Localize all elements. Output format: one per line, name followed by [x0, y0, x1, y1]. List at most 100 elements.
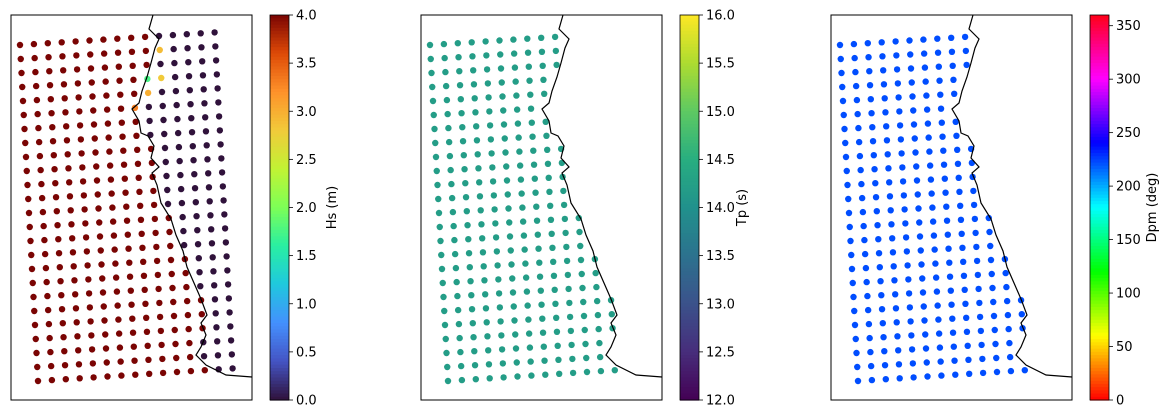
data-point-tp [493, 248, 501, 255]
data-point-tp [435, 209, 443, 217]
data-point-dpm [856, 152, 864, 160]
data-point-dpm [987, 256, 995, 264]
colorbar-segment [680, 72, 699, 77]
data-point-tp [441, 321, 449, 329]
data-point-dpm [930, 232, 938, 239]
data-point-hs [225, 295, 233, 302]
colorbar-tick-label: 12.5 [706, 345, 735, 360]
colorbar-segment [270, 233, 289, 237]
data-point-dpm [988, 270, 995, 278]
colorbar-segment [680, 162, 699, 167]
data-point-hs [42, 264, 50, 272]
data-point-dpm [881, 95, 888, 102]
colorbar-segment [270, 223, 289, 228]
colorbar-segment [1090, 268, 1109, 273]
data-point-tp [496, 304, 504, 311]
data-point-dpm [963, 328, 971, 335]
data-point-hs [72, 305, 80, 312]
colorbar-segment [270, 361, 289, 366]
data-point-tp [470, 67, 477, 74]
data-point-dpm [965, 356, 972, 363]
colorbar-segment [1090, 159, 1109, 164]
data-point-hs [167, 256, 175, 264]
data-point-hs [43, 278, 50, 286]
data-point-tp [565, 285, 572, 293]
data-point-tp [472, 376, 479, 383]
data-point-hs [116, 344, 124, 351]
data-point-tp [541, 90, 548, 98]
data-point-dpm [939, 133, 946, 140]
data-point-hs [30, 40, 38, 48]
data-point-dpm [932, 260, 939, 267]
data-point-hs [34, 363, 41, 371]
data-point-hs [35, 124, 42, 132]
data-point-dpm [849, 279, 856, 287]
colorbar-segment [270, 92, 289, 96]
data-point-dpm [957, 216, 965, 223]
data-point-tp [445, 138, 453, 146]
data-point-hs [82, 234, 90, 241]
data-point-hs [62, 109, 69, 116]
data-point-hs [179, 213, 186, 221]
data-point-hs [81, 206, 88, 213]
colorbar-segment [270, 165, 289, 170]
data-point-tp [457, 362, 465, 370]
data-point-hs [34, 377, 42, 385]
data-point-tp [595, 325, 602, 333]
data-point-hs [132, 118, 139, 126]
data-point-tp [566, 313, 574, 321]
data-point-tp [537, 287, 544, 294]
data-point-dpm [890, 263, 897, 270]
colorbar-segment [270, 226, 289, 231]
colorbar-segment [1090, 297, 1109, 302]
data-point-hs [52, 194, 60, 201]
data-point-tp [444, 377, 452, 385]
colorbar-segment [270, 258, 289, 263]
data-point-dpm [880, 67, 887, 74]
data-point-dpm [956, 188, 963, 195]
data-point-dpm [1002, 269, 1009, 277]
data-point-dpm [908, 346, 916, 353]
data-point-tp [445, 124, 452, 132]
colorbar-segment [270, 374, 289, 379]
data-point-hs [86, 304, 94, 311]
data-point-dpm [943, 217, 951, 224]
data-point-dpm [978, 341, 985, 349]
colorbar-segment [680, 303, 699, 308]
data-point-hs [163, 172, 170, 180]
data-point-tp [521, 246, 528, 253]
data-point-hs [73, 319, 80, 326]
data-point-tp [459, 138, 467, 145]
data-point-hs [21, 125, 28, 133]
colorbar-segment [680, 207, 699, 212]
colorbar-segment [680, 56, 699, 61]
data-point-dpm [904, 262, 911, 269]
data-point-tp [488, 150, 495, 157]
data-point-dpm [944, 231, 951, 238]
data-point-dpm [858, 194, 866, 202]
data-point-dpm [923, 92, 930, 99]
data-point-hs [46, 82, 54, 89]
colorbar-segment [680, 197, 699, 202]
colorbar-segment [680, 50, 699, 55]
data-point-tp [576, 228, 583, 236]
colorbar-segment [1090, 361, 1109, 366]
data-point-tp [482, 291, 489, 298]
colorbar-segment [680, 75, 699, 80]
colorbar-segment [270, 178, 289, 183]
colorbar-segment [1090, 133, 1109, 138]
data-point-hs [132, 371, 139, 378]
colorbar-segment [270, 185, 289, 189]
colorbar-segment [680, 393, 699, 398]
colorbar-segment [270, 246, 289, 250]
data-point-tp [455, 54, 462, 61]
data-point-dpm [948, 301, 955, 308]
data-point-hs [19, 83, 26, 91]
colorbar-segment [680, 246, 699, 250]
data-point-tp [510, 50, 518, 57]
colorbar-segment [270, 40, 289, 45]
colorbar-segment [680, 175, 699, 180]
colorbar-segment [680, 130, 699, 135]
data-point-tp [512, 345, 520, 352]
data-point-tp [454, 40, 461, 47]
